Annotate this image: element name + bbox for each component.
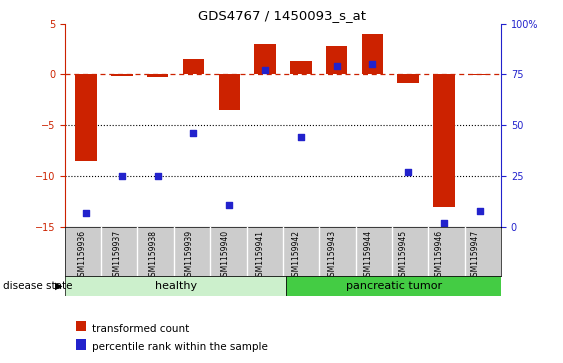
Bar bbox=[218, 74, 240, 110]
Text: GSM1159947: GSM1159947 bbox=[471, 230, 480, 281]
Bar bbox=[147, 74, 168, 77]
Bar bbox=[326, 46, 347, 74]
Bar bbox=[397, 74, 419, 82]
Bar bbox=[75, 74, 97, 161]
Text: disease state: disease state bbox=[3, 281, 72, 291]
Point bbox=[153, 173, 162, 179]
Point bbox=[368, 61, 377, 67]
Text: transformed count: transformed count bbox=[92, 323, 189, 334]
Text: GSM1159943: GSM1159943 bbox=[328, 230, 337, 281]
Text: GSM1159945: GSM1159945 bbox=[399, 230, 408, 281]
Text: GSM1159939: GSM1159939 bbox=[185, 230, 194, 281]
Bar bbox=[287, 276, 501, 296]
Bar bbox=[361, 34, 383, 74]
Point bbox=[82, 210, 91, 216]
Point bbox=[439, 220, 448, 226]
Bar bbox=[183, 59, 204, 74]
Point bbox=[225, 201, 234, 207]
Point bbox=[296, 135, 305, 140]
Bar bbox=[254, 44, 276, 74]
Text: GSM1159936: GSM1159936 bbox=[77, 230, 86, 281]
Text: percentile rank within the sample: percentile rank within the sample bbox=[92, 342, 267, 352]
Text: GDS4767 / 1450093_s_at: GDS4767 / 1450093_s_at bbox=[198, 9, 365, 22]
Bar bbox=[433, 74, 454, 207]
Text: ▶: ▶ bbox=[55, 281, 62, 291]
Text: GSM1159946: GSM1159946 bbox=[435, 230, 444, 281]
Text: GSM1159942: GSM1159942 bbox=[292, 230, 301, 281]
Bar bbox=[65, 276, 287, 296]
Point bbox=[261, 68, 270, 73]
Text: GSM1159938: GSM1159938 bbox=[149, 230, 158, 281]
Point bbox=[475, 208, 484, 213]
Text: GSM1159944: GSM1159944 bbox=[363, 230, 372, 281]
Point bbox=[332, 64, 341, 69]
Text: pancreatic tumor: pancreatic tumor bbox=[346, 281, 442, 291]
Point bbox=[118, 173, 127, 179]
Bar bbox=[290, 61, 311, 74]
Text: healthy: healthy bbox=[155, 281, 196, 291]
Bar bbox=[469, 74, 490, 76]
Point bbox=[404, 169, 413, 175]
Text: GSM1159941: GSM1159941 bbox=[256, 230, 265, 281]
Point bbox=[189, 130, 198, 136]
Text: GSM1159937: GSM1159937 bbox=[113, 230, 122, 281]
Bar bbox=[111, 74, 133, 77]
Text: GSM1159940: GSM1159940 bbox=[220, 230, 229, 281]
